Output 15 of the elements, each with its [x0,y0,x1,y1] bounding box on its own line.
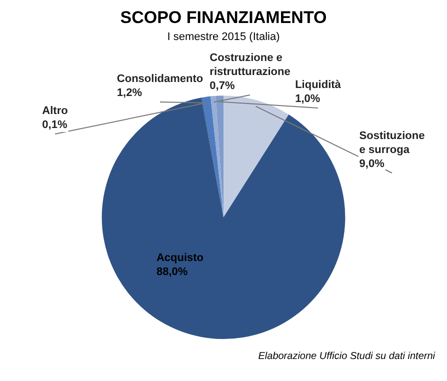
slice-label: Liquidità [295,79,342,92]
data-label: 88,0% [156,266,188,278]
slice-label: Acquisto [156,252,204,264]
slice-label: Altro [42,105,68,118]
chart-title: SCOPO FINANZIAMENTO [120,8,327,27]
slice-label: Costruzione e ristrutturazione [210,52,290,78]
data-label: 0,7% [210,80,235,92]
slice-label: Consolidamento [116,73,204,86]
data-label: 9,0% [359,158,385,170]
slice-label: Sostituzione e surroga [359,130,425,156]
chart-subtitle: I semestre 2015 (Italia) [167,31,280,44]
data-label: 0,1% [42,119,68,132]
text: Elaborazione Ufficio Studi su dati interni [257,351,436,362]
data-label: 1,2% [116,87,142,100]
data-label: 1,0% [295,93,320,106]
